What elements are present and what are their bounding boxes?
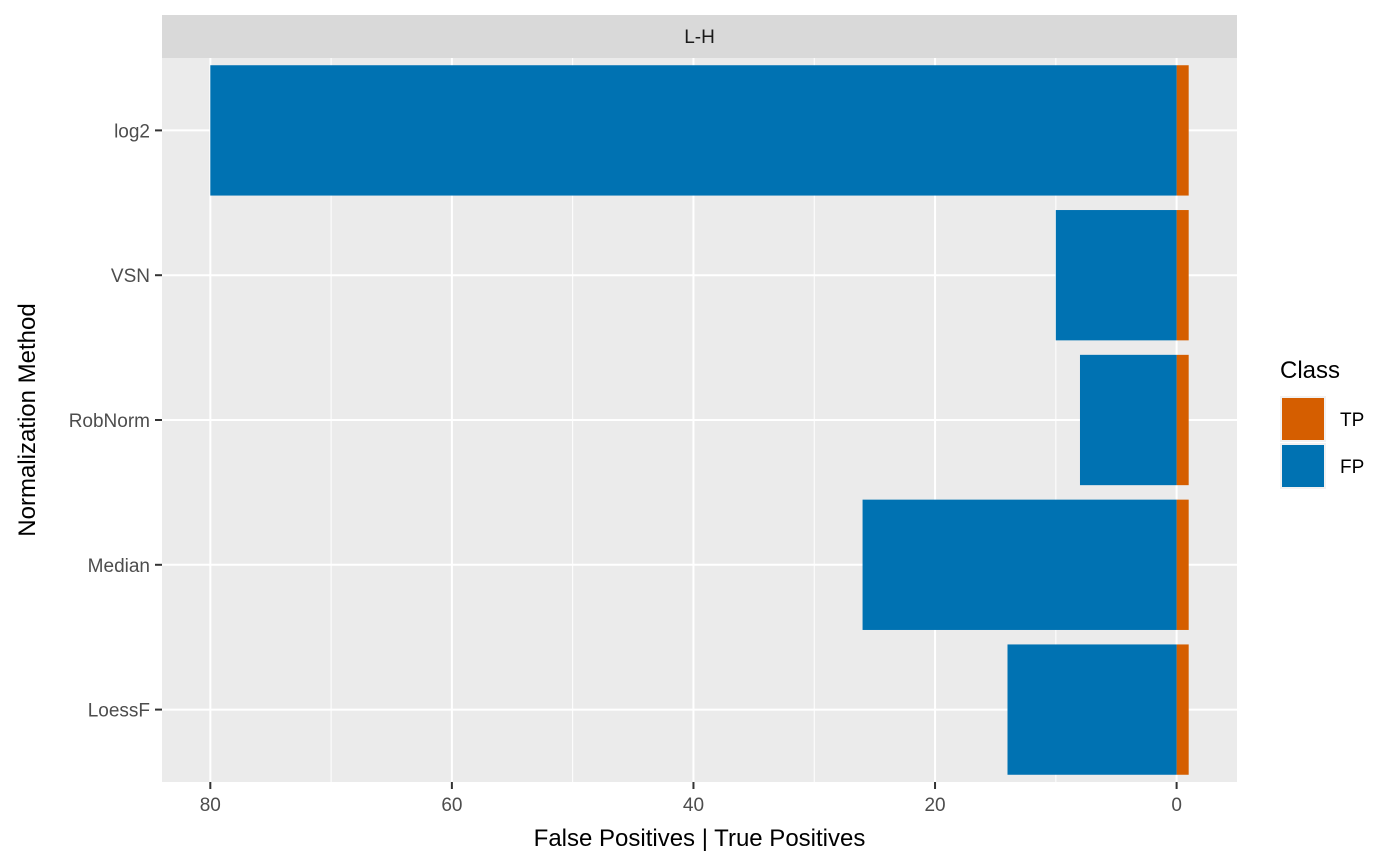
x-tick-label: 0 xyxy=(1171,795,1182,816)
legend-label-fp: FP xyxy=(1340,457,1364,478)
x-axis: 80 60 40 20 0 xyxy=(200,782,1182,816)
y-tick-label: RobNorm xyxy=(69,411,150,432)
bar-tp-log2 xyxy=(1176,65,1189,196)
bar-tp-robnorm xyxy=(1176,354,1189,486)
bar-fp-robnorm xyxy=(1079,354,1177,486)
bar-tp-vsn xyxy=(1176,210,1189,341)
y-tick-label: log2 xyxy=(114,121,150,142)
x-tick-label: 80 xyxy=(200,795,221,816)
y-tick-label: Median xyxy=(88,556,150,577)
bar-tp-loessf xyxy=(1176,644,1189,775)
legend: Class TP FP xyxy=(1280,357,1364,489)
bars xyxy=(210,65,1189,775)
legend-label-tp: TP xyxy=(1340,410,1364,431)
x-tick-label: 20 xyxy=(924,795,945,816)
bar-fp-vsn xyxy=(1055,210,1177,341)
legend-title: Class xyxy=(1280,357,1340,384)
bar-fp-loessf xyxy=(1007,644,1177,775)
x-tick-label: 40 xyxy=(683,795,704,816)
bar-fp-median xyxy=(862,499,1177,630)
y-axis-title: Normalization Method xyxy=(14,303,41,536)
y-axis: log2 VSN RobNorm Median LoessF xyxy=(69,121,162,722)
facet-label: L-H xyxy=(684,27,715,48)
x-tick-label: 60 xyxy=(441,795,462,816)
facet-strip xyxy=(162,15,1237,58)
x-axis-title: False Positives | True Positives xyxy=(534,825,866,852)
legend-swatch-tp xyxy=(1282,398,1324,440)
y-tick-label: LoessF xyxy=(88,701,150,722)
legend-swatch-fp xyxy=(1282,445,1324,487)
legend-items: TP FP xyxy=(1280,396,1364,489)
bar-tp-median xyxy=(1176,499,1189,630)
bar-fp-log2 xyxy=(210,65,1177,196)
y-tick-label: VSN xyxy=(111,266,150,287)
